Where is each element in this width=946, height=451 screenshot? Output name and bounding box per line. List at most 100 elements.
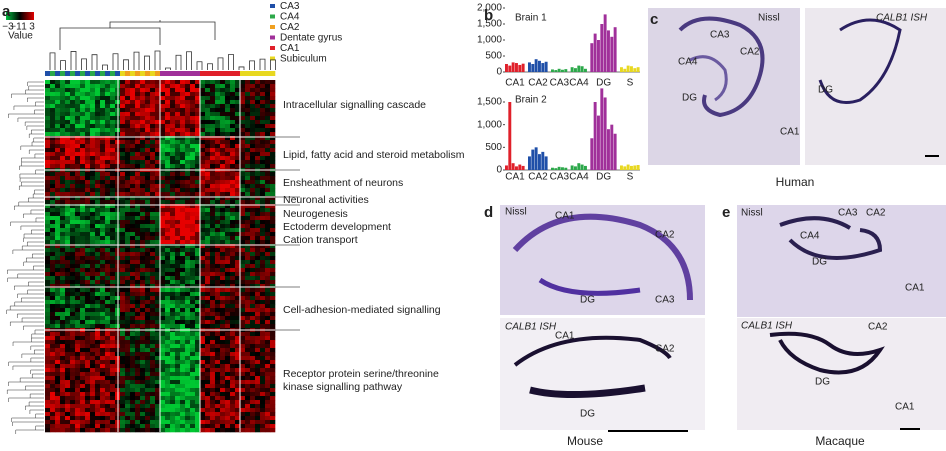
heatmap-cell bbox=[60, 252, 66, 257]
heatmap-cell bbox=[70, 352, 76, 357]
heatmap-cell bbox=[105, 92, 111, 97]
heatmap-cell bbox=[130, 80, 136, 85]
heatmap-cell bbox=[165, 420, 171, 425]
heatmap-cell bbox=[250, 144, 256, 149]
heatmap-cell bbox=[170, 364, 176, 369]
heatmap-cell bbox=[205, 188, 211, 193]
heatmap-cell bbox=[195, 272, 201, 277]
heatmap-cell bbox=[255, 312, 261, 317]
heatmap-cell bbox=[155, 224, 161, 229]
heatmap-cell bbox=[130, 260, 136, 265]
heatmap-cell bbox=[180, 420, 186, 425]
heatmap-cell bbox=[180, 256, 186, 261]
heatmap-cell bbox=[260, 152, 266, 157]
heatmap-cell bbox=[65, 148, 71, 153]
heatmap-cell bbox=[105, 136, 111, 141]
heatmap-cell bbox=[150, 156, 156, 161]
heatmap-cell bbox=[255, 140, 261, 145]
heatmap-cell bbox=[210, 172, 216, 177]
heatmap-cell bbox=[205, 424, 211, 429]
heatmap-cell bbox=[230, 252, 236, 257]
heatmap-cell bbox=[260, 352, 266, 357]
heatmap-cell bbox=[175, 108, 181, 113]
heatmap-cell bbox=[120, 340, 126, 345]
heatmap-cell bbox=[225, 204, 231, 209]
heatmap-cell bbox=[75, 176, 81, 181]
heatmap-cell bbox=[260, 80, 266, 85]
heatmap-cell bbox=[105, 164, 111, 169]
heatmap-cell bbox=[45, 144, 51, 149]
heatmap-cell bbox=[230, 96, 236, 101]
heatmap-cell bbox=[190, 188, 196, 193]
heatmap-cell bbox=[200, 324, 206, 329]
heatmap-cell bbox=[170, 228, 176, 233]
heatmap-cell bbox=[155, 304, 161, 309]
heatmap-cell bbox=[45, 288, 51, 293]
heatmap-cell bbox=[60, 332, 66, 337]
heatmap-cell bbox=[145, 316, 151, 321]
heatmap-cell bbox=[125, 428, 131, 433]
heatmap-cell bbox=[90, 348, 96, 353]
heatmap-cell bbox=[175, 312, 181, 317]
heatmap-cell bbox=[110, 216, 116, 221]
heatmap-cell bbox=[45, 280, 51, 285]
heatmap-cell bbox=[80, 348, 86, 353]
heatmap-cell bbox=[125, 144, 131, 149]
heatmap-cell bbox=[245, 368, 251, 373]
heatmap-cell bbox=[85, 224, 91, 229]
heatmap-cell bbox=[120, 404, 126, 409]
heatmap-cell bbox=[110, 120, 116, 125]
heatmap-cell bbox=[265, 100, 271, 105]
heatmap-cell bbox=[200, 228, 206, 233]
heatmap-cell bbox=[45, 108, 51, 113]
heatmap-cell bbox=[85, 108, 91, 113]
heatmap-cell bbox=[205, 136, 211, 141]
heatmap-cell bbox=[165, 228, 171, 233]
heatmap-cell bbox=[80, 324, 86, 329]
heatmap-cell bbox=[260, 348, 266, 353]
heatmap-cell bbox=[205, 320, 211, 325]
heatmap-cell bbox=[130, 372, 136, 377]
heatmap-cell bbox=[195, 256, 201, 261]
heatmap-cell bbox=[65, 304, 71, 309]
heatmap-cell bbox=[175, 392, 181, 397]
heatmap-cell bbox=[240, 220, 246, 225]
heatmap-cell bbox=[140, 236, 146, 241]
heatmap-cell bbox=[55, 152, 61, 157]
heatmap-cell bbox=[105, 360, 111, 365]
heatmap-cell bbox=[235, 304, 241, 309]
heatmap-cell bbox=[200, 408, 206, 413]
heatmap-cell bbox=[195, 120, 201, 125]
heatmap-cell bbox=[155, 420, 161, 425]
heatmap-cell bbox=[185, 112, 191, 117]
heatmap-cell bbox=[130, 284, 136, 289]
heatmap-cell bbox=[200, 200, 206, 205]
heatmap-cell bbox=[245, 208, 251, 213]
heatmap-cell bbox=[225, 80, 231, 85]
heatmap-cell bbox=[235, 296, 241, 301]
heatmap-cell bbox=[55, 336, 61, 341]
heatmap-cell bbox=[65, 420, 71, 425]
heatmap-cell bbox=[80, 428, 86, 433]
heatmap-cell bbox=[175, 240, 181, 245]
heatmap-cell bbox=[140, 204, 146, 209]
heatmap-cell bbox=[235, 396, 241, 401]
heatmap-cell bbox=[150, 280, 156, 285]
heatmap-cell bbox=[100, 356, 106, 361]
heatmap-cell bbox=[210, 108, 216, 113]
heatmap-cell bbox=[125, 92, 131, 97]
heatmap-cell bbox=[160, 84, 166, 89]
heatmap-cell bbox=[245, 84, 251, 89]
heatmap-cell bbox=[100, 336, 106, 341]
heatmap-cell bbox=[170, 192, 176, 197]
dendrogram-branch bbox=[21, 353, 44, 358]
heatmap-cell bbox=[80, 392, 86, 397]
heatmap-cell bbox=[120, 224, 126, 229]
heatmap-cell bbox=[125, 344, 131, 349]
heatmap-cell bbox=[50, 160, 56, 165]
heatmap-cell bbox=[240, 120, 246, 125]
heatmap-cell bbox=[50, 296, 56, 301]
heatmap-cell bbox=[220, 112, 226, 117]
heatmap-cell bbox=[75, 208, 81, 213]
heatmap-cell bbox=[250, 396, 256, 401]
